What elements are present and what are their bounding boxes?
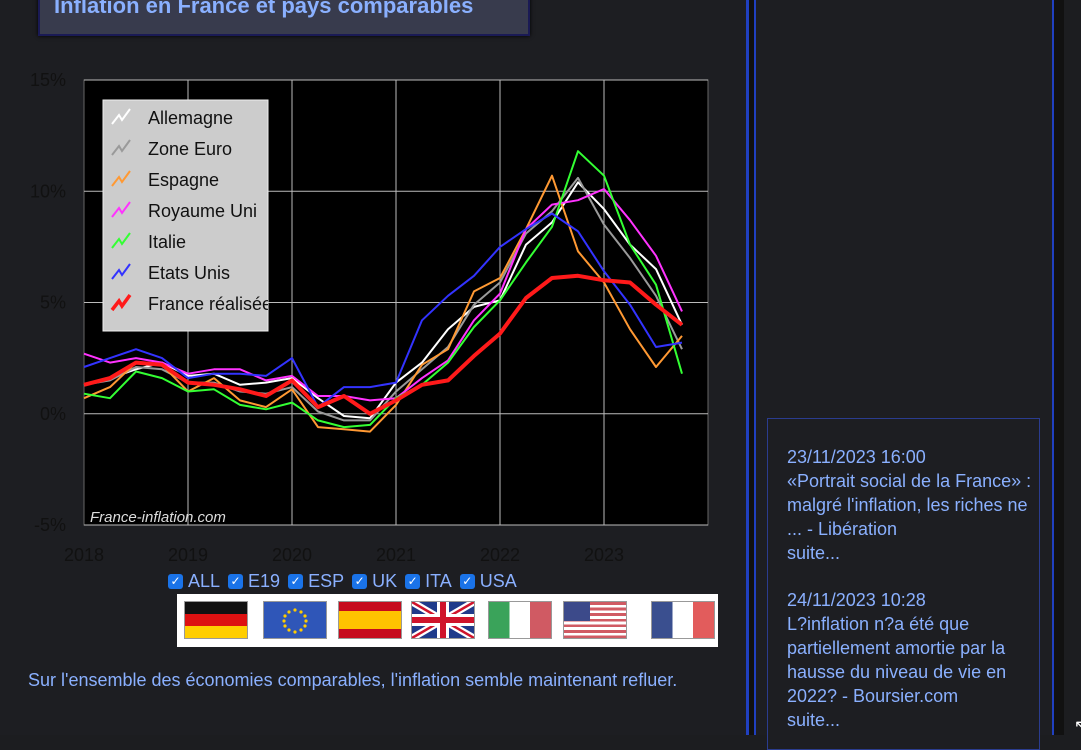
- x-tick-label: 2022: [480, 545, 520, 565]
- legend-swatch: [111, 232, 131, 249]
- check-icon[interactable]: ✓: [405, 573, 421, 589]
- germany-flag-icon[interactable]: [184, 601, 248, 639]
- checkbox-ita[interactable]: ✓ ITA: [405, 571, 452, 592]
- page-title: Inflation en France et pays comparables: [54, 0, 474, 18]
- legend-label: Zone Euro: [148, 139, 232, 159]
- checkbox-label: ITA: [425, 570, 452, 591]
- news-item: 24/11/2023 10:28 L?inflation n?a été que…: [787, 588, 1047, 732]
- checkbox-label: ALL: [188, 570, 221, 591]
- uk-cross-icon: [412, 602, 474, 638]
- legend-label: Royaume Uni: [148, 201, 257, 221]
- right-divider: [1052, 0, 1064, 735]
- check-icon[interactable]: ✓: [168, 573, 183, 589]
- legend-label: Espagne: [148, 170, 219, 190]
- series-line: [83, 188, 683, 402]
- watermark: France-inflation.com: [90, 509, 226, 526]
- news-more-link[interactable]: suite...: [787, 543, 841, 563]
- legend-swatch: [111, 263, 131, 280]
- x-tick-label: 2020: [272, 545, 312, 565]
- series-line: [83, 212, 683, 409]
- news-datetime: 24/11/2023 10:28: [787, 590, 926, 610]
- x-tick-label: 2018: [64, 545, 104, 565]
- legend-swatch: [111, 170, 131, 187]
- usa-canton: [564, 602, 590, 621]
- series-line: [83, 150, 683, 429]
- flag-strip: [177, 594, 718, 647]
- check-icon[interactable]: ✓: [228, 573, 244, 589]
- inflation-chart: 15% 10% 5% 0% -5% 2018 2019 2020 2021 2022 2023 Fra…: [30, 70, 709, 565]
- checkbox-label: E19: [248, 570, 281, 591]
- middle-divider: [746, 0, 756, 735]
- news-box: 23/11/2023 16:00 «Portrait social de la …: [767, 418, 1040, 750]
- check-icon[interactable]: ✓: [288, 573, 304, 589]
- title-box: Inflation en France et pays comparables: [38, 0, 530, 36]
- checkbox-label: USA: [479, 570, 517, 591]
- eu-flag-icon[interactable]: [263, 601, 327, 639]
- legend-swatch: [111, 139, 131, 156]
- x-tick-label: 2023: [584, 545, 624, 565]
- x-tick-label: 2021: [376, 545, 416, 565]
- legend-swatch: [111, 201, 131, 218]
- legend-label: France réalisée: [148, 294, 272, 314]
- usa-flag-icon[interactable]: [563, 601, 627, 639]
- checkbox-label: ESP: [308, 570, 345, 591]
- checkbox-e19[interactable]: ✓ E19: [228, 571, 280, 592]
- news-item: 23/11/2023 16:00 «Portrait social de la …: [787, 445, 1047, 565]
- legend-label: Italie: [148, 232, 186, 252]
- checkbox-all[interactable]: ✓ ALL: [168, 571, 220, 592]
- series-line: [83, 273, 684, 416]
- legend-label: Allemagne: [148, 108, 233, 128]
- y-tick-label: 5%: [40, 293, 66, 313]
- news-datetime: 23/11/2023 16:00: [787, 447, 926, 467]
- cursor-icon: ↖: [1074, 718, 1081, 735]
- series-line: [83, 174, 683, 433]
- y-tick-label: 15%: [30, 70, 66, 90]
- y-tick-label: -5%: [34, 515, 66, 535]
- legend-swatch: [111, 108, 131, 125]
- check-icon[interactable]: ✓: [352, 573, 368, 589]
- checkbox-label: UK: [372, 570, 398, 591]
- x-tick-label: 2019: [168, 545, 208, 565]
- legend-label: Etats Unis: [148, 263, 230, 283]
- spain-flag-icon[interactable]: [338, 601, 402, 639]
- news-text[interactable]: «Portrait social de la France» : malgré …: [787, 471, 1032, 539]
- eu-stars-icon: [282, 608, 308, 634]
- checkbox-esp[interactable]: ✓ ESP: [288, 571, 344, 592]
- news-text[interactable]: L?inflation n?a été que partiellement am…: [787, 614, 1007, 706]
- italy-flag-icon[interactable]: [488, 601, 552, 639]
- checkbox-uk[interactable]: ✓ UK: [352, 571, 397, 592]
- y-tick-label: 10%: [30, 181, 66, 201]
- check-icon[interactable]: ✓: [459, 573, 475, 589]
- uk-flag-icon[interactable]: [411, 601, 475, 639]
- legend-box: [102, 99, 269, 332]
- country-checkboxes: ✓ ALL ✓ E19 ✓ ESP ✓ UK ✓ ITA ✓ USA: [168, 569, 525, 593]
- summary-text: Sur l'ensemble des économies comparables…: [28, 670, 678, 690]
- news-more-link[interactable]: suite...: [787, 710, 841, 730]
- y-tick-label: 0%: [40, 404, 66, 424]
- checkbox-usa[interactable]: ✓ USA: [459, 570, 517, 592]
- legend-swatch: [110, 293, 132, 312]
- france-flag-icon[interactable]: [651, 601, 715, 639]
